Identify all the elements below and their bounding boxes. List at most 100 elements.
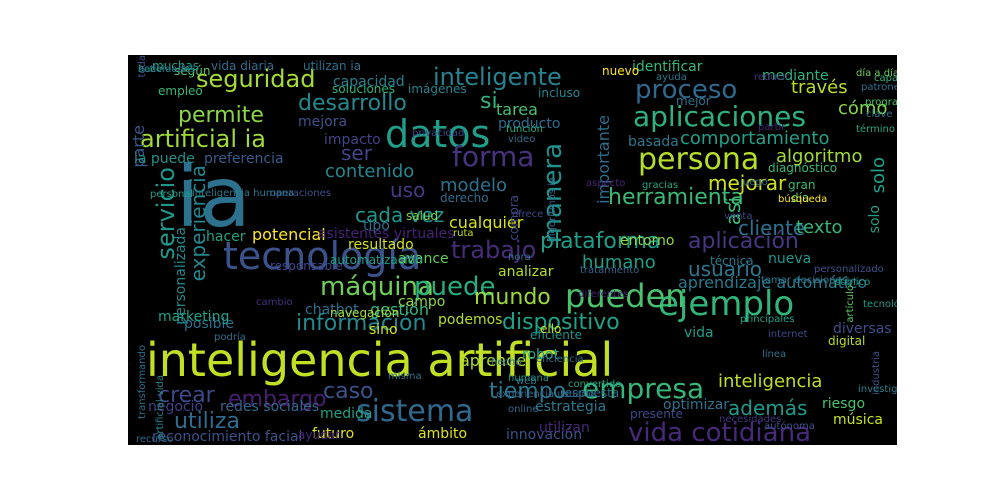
cloud-word: artículo [845,285,856,323]
cloud-word: juego [740,177,768,188]
cloud-word: negocio [148,399,204,415]
cloud-word: día a día [856,68,897,79]
cloud-word: texto [796,217,843,238]
cloud-word: empleo [158,84,203,98]
cloud-word: inteligencia humana [192,188,295,199]
cloud-word: capaces [874,73,897,84]
cloud-word: futuro [312,426,355,442]
cloud-word: solo [867,205,883,234]
cloud-word: sistema [356,394,474,429]
cloud-word: caso [323,379,374,404]
cloud-word: innovación [506,427,583,443]
cloud-word: utilizan ia [303,59,362,73]
cloud-word: navegación [330,306,400,320]
cloud-word: optimizar [663,397,730,413]
cloud-word: analizar [498,264,554,280]
cloud-word: cliente [738,216,806,240]
cloud-word: muchas [152,59,200,73]
cloud-word: reconocimiento facial [152,429,303,445]
cloud-word: reducir [754,72,790,83]
cloud-word: necesidades [719,414,782,425]
cloud-word: robot [522,347,559,363]
cloud-word: convertido [568,379,622,390]
cloud-word: personalizado [814,264,884,275]
cloud-word: presente [630,407,683,421]
cloud-word: actividades [138,64,196,75]
cloud-word: humana [508,373,550,384]
cloud-word: inteligencia [718,371,823,392]
cloud-word: incluso [538,86,581,100]
cloud-word: aspecto [586,178,626,189]
cloud-word: ser [341,141,372,165]
cloud-word: inteligente [433,63,562,91]
cloud-word: modelo [440,175,508,196]
cloud-word: nueva [768,251,812,267]
cloud-word: misma [388,371,422,382]
cloud-word: responsable [270,259,343,273]
cloud-word: clave [866,109,893,120]
cloud-word: trabajo [451,236,537,264]
cloud-word: gestión [370,300,429,319]
cloud-word: forma [452,140,535,173]
cloud-word: transformando [137,345,148,419]
cloud-word: mejorar [708,171,787,195]
cloud-word: autónoma [764,421,815,432]
cloud-word: mejora [298,114,348,130]
cloud-word: ia [176,148,251,246]
cloud-word: tecnológico [863,299,897,310]
cloud-word: importante [594,115,613,204]
cloud-word: vida cotidiana [628,418,812,445]
cloud-word: máquina [320,272,434,302]
cloud-word: artificial vida [155,375,166,440]
cloud-word: salud [406,209,439,223]
cloud-word: experiencia usuario [496,389,595,400]
cloud-word: empresa [582,372,705,405]
cloud-word: privacidad [412,128,465,139]
cloud-word: puede [414,272,496,302]
cloud-word: datos [385,112,491,156]
cloud-word: búsqueda [778,194,828,205]
cloud-word: contenido [325,161,415,182]
cloud-word: video [508,134,536,145]
cloud-word: ia puede [134,151,195,167]
cloud-word: producto [498,116,561,132]
cloud-word: utiliza [174,409,240,434]
cloud-word: resultado [348,237,414,253]
word-cloud: inteligencia artificial ia tecnología datos… [128,55,897,445]
cloud-word: podemos [438,312,503,328]
cloud-word: investigación [858,384,897,395]
cloud-word: nuevo [602,64,640,78]
cloud-word: riesgo [822,396,866,412]
cloud-word: sino [369,322,398,338]
cloud-word: artificial ia [140,125,267,153]
cloud-word: ámbito [418,426,468,442]
cloud-word: aplicaciones [633,100,806,133]
cloud-word: online [508,404,539,415]
cloud-word: ayudar [298,428,340,442]
cloud-word: partir [758,122,786,133]
cloud-word: potencial [252,225,326,244]
cloud-word: eficiente [530,328,582,342]
cloud-word: cómo [838,98,888,119]
cloud-word: programa [865,97,897,108]
cloud-word: ello [540,322,562,336]
cloud-word: ejemplo [658,284,795,324]
cloud-word: patrones [861,82,897,93]
cloud-word: operaciones [270,188,331,199]
cloud-word: mundo [474,285,551,310]
cloud-word: ayuda [656,72,687,83]
cloud-word: algoritmo [776,146,863,167]
cloud-word: estrategia [535,399,607,415]
cloud-word: público [834,277,871,288]
cloud-word: cambio [256,297,293,308]
cloud-word: identificar [632,59,703,75]
cloud-word: preferencia [204,151,284,167]
cloud-word: venta [724,211,753,222]
cloud-word: posible [184,316,235,332]
cloud-word: hacer [206,229,246,245]
cloud-word: música [833,412,883,428]
cloud-word: internet [768,329,808,340]
cloud-word: pueden [565,277,686,315]
cloud-word: cualquier [449,213,524,232]
cloud-word: imágenes [408,82,467,96]
